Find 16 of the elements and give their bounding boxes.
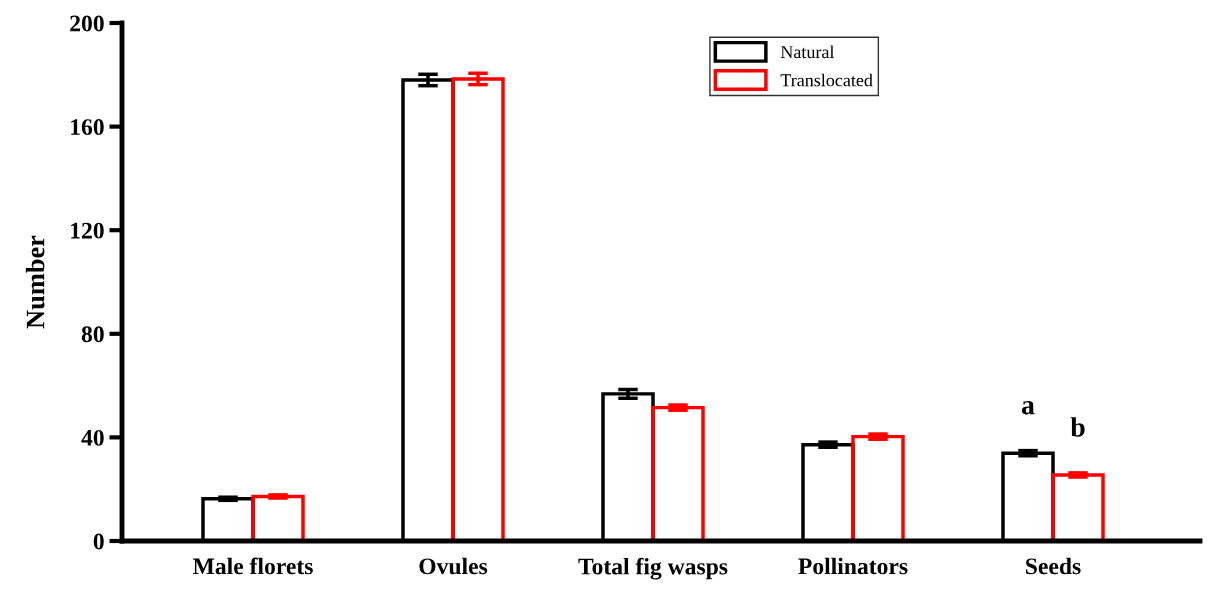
y-tick-label: 200	[70, 15, 104, 32]
annotation: b	[1070, 417, 1085, 437]
legend-label: Translocated	[780, 73, 873, 87]
x-tick-label: Total fig wasps	[578, 557, 728, 580]
x-tick-label: Seeds	[1026, 557, 1081, 575]
x-tick-label: Pollinators	[798, 557, 908, 575]
y-tick-label: 80	[81, 326, 104, 343]
y-tick-label: 40	[81, 429, 104, 446]
y-tick-label: 0	[93, 533, 104, 550]
annotation: a	[1021, 401, 1035, 415]
legend-label: Natural	[780, 45, 835, 59]
x-tick-label: Ovules	[419, 557, 488, 575]
x-tick-label: Male florets	[192, 557, 313, 575]
y-axis-title: Number	[25, 235, 45, 329]
y-tick-label: 120	[71, 222, 104, 239]
y-tick-label: 160	[71, 119, 104, 136]
